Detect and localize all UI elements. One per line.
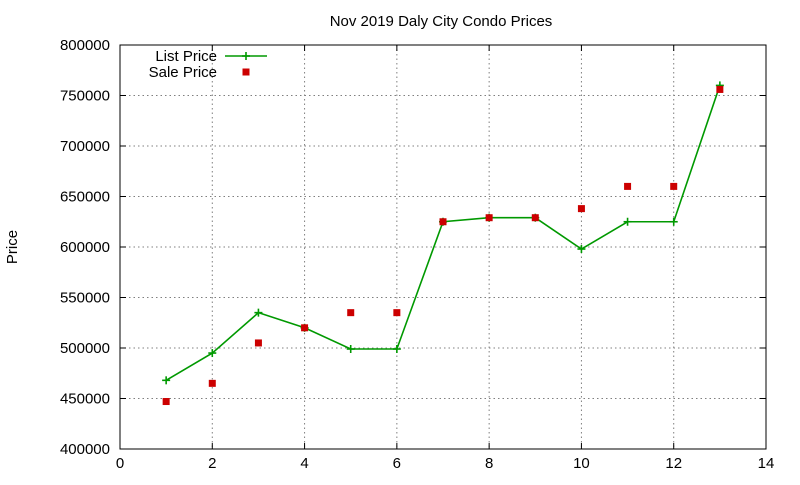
list-price-point <box>669 217 678 226</box>
legend-marker <box>242 68 250 76</box>
list-price-line <box>165 85 721 382</box>
x-tick-label: 14 <box>758 455 775 472</box>
list-price-point <box>162 376 171 385</box>
list-price-point <box>346 345 355 354</box>
legend-label: Sale Price <box>149 64 217 81</box>
sale-price-point <box>301 324 309 332</box>
y-tick-label: 600000 <box>60 239 110 256</box>
sale-price-point <box>347 309 355 317</box>
x-tick-label: 12 <box>665 455 682 472</box>
y-tick-label: 800000 <box>60 37 110 54</box>
sale-price-point <box>577 205 585 213</box>
axes: 0 2 4 6 8 10 12 14 400000 450000 500000 550000 60000… <box>60 37 774 472</box>
x-tick-label: 6 <box>393 455 401 472</box>
y-axis-label: Price <box>4 230 21 264</box>
sale-price-point <box>393 309 401 317</box>
sale-price-point <box>208 379 216 387</box>
legend-item-sale-price: Sale Price <box>149 64 250 81</box>
x-tick-label: 8 <box>485 455 493 472</box>
y-tick-label: 500000 <box>60 340 110 357</box>
x-tick-label: 4 <box>300 455 308 472</box>
sale-price-point <box>716 85 724 93</box>
list-price-series <box>162 81 724 385</box>
y-tick-label: 450000 <box>60 391 110 408</box>
x-tick-label: 10 <box>573 455 590 472</box>
list-price-point <box>254 308 263 317</box>
list-price-point <box>623 217 632 226</box>
sale-price-point <box>670 182 678 190</box>
list-price-point <box>392 345 401 354</box>
sale-price-point <box>485 214 493 222</box>
list-price-point <box>577 245 586 254</box>
list-price-point <box>208 349 217 358</box>
sale-price-point <box>624 182 632 190</box>
y-tick-label: 400000 <box>60 441 110 458</box>
sale-price-point <box>531 214 539 222</box>
y-tick-label: 550000 <box>60 290 110 307</box>
sale-price-point <box>439 218 447 226</box>
legend-label: List Price <box>155 48 217 65</box>
y-tick-label: 700000 <box>60 138 110 155</box>
legend-marker <box>242 52 250 60</box>
grid <box>120 45 766 449</box>
series-layer <box>162 81 724 406</box>
legend-item-list-price: List Price <box>155 48 267 65</box>
y-tick-label: 650000 <box>60 189 110 206</box>
x-tick-label: 0 <box>116 455 124 472</box>
sale-price-point <box>254 339 262 347</box>
sale-price-point <box>162 398 170 406</box>
chart-title: Nov 2019 Daly City Condo Prices <box>330 13 553 30</box>
x-tick-label: 2 <box>208 455 216 472</box>
y-tick-label: 750000 <box>60 88 110 105</box>
sale-price-series <box>162 85 724 406</box>
